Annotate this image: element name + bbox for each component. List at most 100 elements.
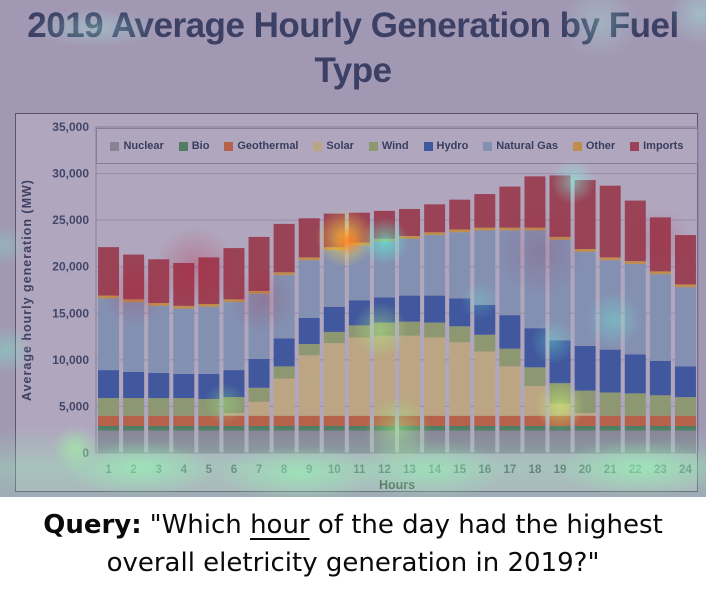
segment-nuclear — [273, 430, 295, 453]
legend-item-hydro: Hydro — [423, 140, 469, 152]
x-tick-label: 24 — [679, 464, 692, 476]
segment-geothermal — [399, 415, 421, 426]
segment-natural-gas — [198, 306, 220, 374]
segment-natural-gas — [298, 260, 320, 318]
segment-nuclear — [599, 430, 621, 453]
segment-other — [373, 238, 395, 242]
legend-label: Hydro — [436, 140, 469, 152]
segment-natural-gas — [449, 232, 471, 299]
segment-wind — [474, 334, 496, 352]
segment-hydro — [449, 298, 471, 327]
segment-solar — [499, 366, 521, 416]
segment-imports — [248, 236, 270, 291]
segment-natural-gas — [474, 230, 496, 305]
segment-imports — [273, 223, 295, 273]
x-tick-label: 14 — [428, 464, 441, 476]
bar-hour-8 — [273, 223, 295, 453]
bar-hour-20 — [574, 180, 596, 453]
segment-wind — [98, 398, 120, 416]
segment-imports — [549, 175, 571, 237]
bar-hour-4 — [173, 262, 195, 453]
segment-nuclear — [373, 430, 395, 453]
segment-imports — [574, 180, 596, 250]
segment-other — [399, 235, 421, 239]
segment-bio — [148, 425, 170, 431]
segment-other — [524, 227, 546, 231]
segment-other — [549, 236, 571, 240]
x-tick-label: 20 — [579, 464, 592, 476]
segment-solar — [449, 342, 471, 416]
segment-bio — [624, 425, 646, 431]
x-tick-label: 4 — [181, 464, 188, 476]
legend-item-bio: Bio — [178, 140, 209, 152]
x-tick-label: 5 — [206, 464, 213, 476]
segment-geothermal — [449, 415, 471, 426]
segment-nuclear — [649, 430, 671, 453]
stacked-bar-chart: 0 5,000 10,000 15,000 20,000 25,000 30,000 35,0… — [20, 120, 699, 492]
y-tick-label: 20,000 — [52, 260, 89, 274]
legend-label: Geothermal — [237, 140, 299, 152]
segment-other — [298, 257, 320, 261]
segment-geothermal — [373, 415, 395, 426]
segment-hydro — [474, 304, 496, 335]
segment-bio — [474, 425, 496, 431]
segment-imports — [649, 217, 671, 272]
bar-hour-21 — [599, 185, 621, 453]
segment-nuclear — [223, 430, 245, 453]
segment-bio — [198, 425, 220, 431]
segment-solar — [524, 385, 546, 416]
bar-hour-13 — [399, 208, 421, 453]
segment-bio — [273, 425, 295, 431]
legend-swatch-geothermal-icon — [224, 141, 234, 151]
segment-geothermal — [549, 415, 571, 426]
segment-other — [323, 247, 345, 250]
segment-natural-gas — [173, 308, 195, 374]
segment-natural-gas — [624, 263, 646, 355]
segment-nuclear — [449, 430, 471, 453]
segment-hydro — [674, 366, 696, 398]
x-tick-label: 22 — [629, 464, 642, 476]
legend-item-geothermal: Geothermal — [224, 140, 299, 152]
segment-solar — [549, 403, 571, 416]
segment-other — [599, 257, 621, 261]
segment-solar — [399, 335, 421, 416]
legend-label: Natural Gas — [496, 140, 558, 152]
segment-bio — [373, 425, 395, 431]
segment-imports — [599, 185, 621, 258]
x-tick-label: 8 — [281, 464, 288, 476]
segment-natural-gas — [599, 260, 621, 350]
x-tick-label: 15 — [453, 464, 466, 476]
legend-label: Other — [585, 140, 616, 152]
segment-natural-gas — [273, 275, 295, 339]
x-tick-label: 19 — [554, 464, 567, 476]
legend-label: Imports — [643, 140, 684, 152]
segment-geothermal — [248, 415, 270, 426]
segment-other — [449, 229, 471, 233]
segment-other — [273, 272, 295, 276]
segment-imports — [674, 235, 696, 285]
x-tick-label: 16 — [478, 464, 491, 476]
bar-hour-18 — [524, 176, 546, 453]
segment-bio — [173, 425, 195, 431]
segment-imports — [123, 254, 145, 300]
segment-hydro — [123, 371, 145, 399]
x-tick-label: 11 — [353, 464, 366, 476]
segment-solar — [373, 335, 395, 416]
segment-hydro — [98, 370, 120, 399]
segment-hydro — [148, 372, 170, 399]
segment-other — [123, 299, 145, 303]
segment-hydro — [524, 328, 546, 368]
legend-swatch-hydro-icon — [423, 141, 433, 151]
y-tick-label: 10,000 — [52, 353, 89, 367]
segment-wind — [373, 322, 395, 336]
segment-geothermal — [98, 415, 120, 426]
heatmap-figure-region: 2019 Average Hourly Generation by Fuel T… — [0, 0, 706, 497]
segment-hydro — [298, 317, 320, 345]
segment-imports — [348, 212, 370, 243]
segment-natural-gas — [323, 249, 345, 307]
segment-solar — [223, 412, 245, 416]
segment-bio — [348, 425, 370, 431]
segment-wind — [223, 397, 245, 413]
segment-other — [348, 242, 370, 246]
y-tick-label: 25,000 — [52, 213, 89, 227]
